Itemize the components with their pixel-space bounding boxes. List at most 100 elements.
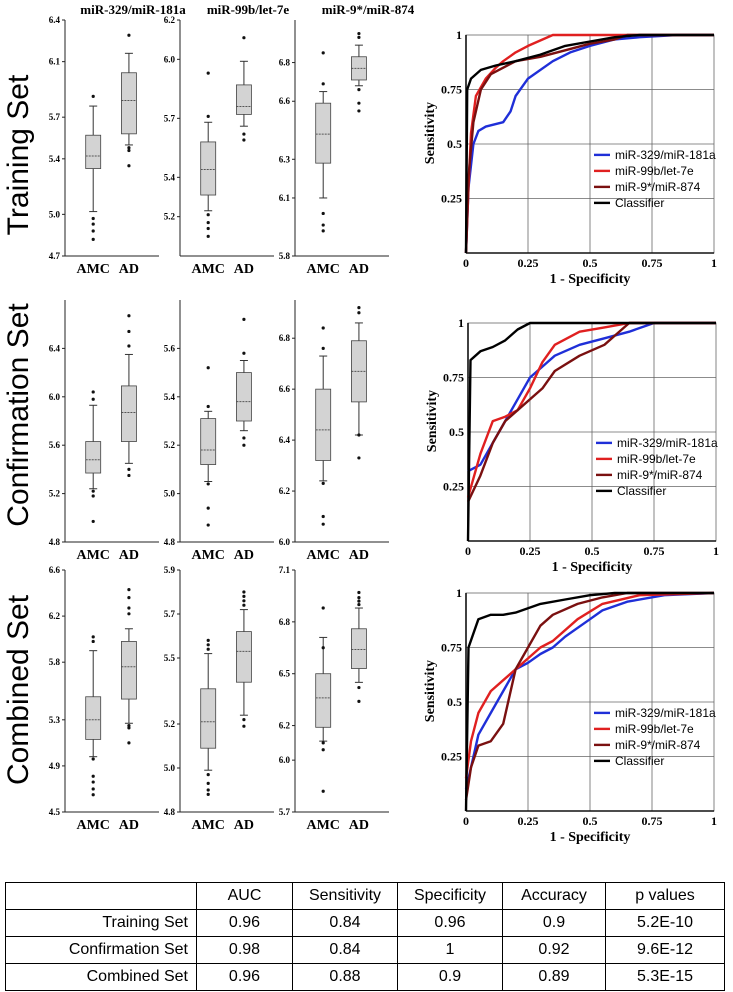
roc-panel: 0 0.25 0.5 0.75 1 0.25 0.5 0.75 1 1 - Specificity… bbox=[425, 316, 719, 575]
outlier-point bbox=[127, 33, 131, 37]
outlier-point bbox=[91, 635, 95, 639]
outlier-point bbox=[242, 724, 246, 728]
outlier-point bbox=[91, 229, 95, 233]
boxplot-tick-label: 4.8 bbox=[164, 537, 176, 547]
outlier-point bbox=[206, 788, 210, 792]
legend-label: miR-99b/let-7e bbox=[617, 452, 696, 466]
outlier-point bbox=[206, 506, 210, 510]
table-row-label: Combined Set bbox=[5, 963, 197, 991]
boxplot-tick-label: 4.7 bbox=[49, 251, 61, 261]
outlier-point bbox=[206, 226, 210, 231]
outlier-point bbox=[357, 602, 361, 607]
roc-y-tick-label: 0.25 bbox=[443, 480, 464, 494]
table-header-accuracy: Accuracy bbox=[502, 882, 606, 910]
outlier-point bbox=[357, 88, 361, 92]
outlier-point bbox=[321, 748, 325, 752]
table-row-label: Training Set bbox=[5, 909, 197, 937]
outlier-point bbox=[321, 211, 325, 216]
outlier-point bbox=[242, 594, 246, 599]
box-body bbox=[351, 628, 367, 669]
boxplot-panel: 5.6 5.4 5.2 5.0 4.8 AMC AD bbox=[164, 300, 274, 563]
outlier-point bbox=[321, 229, 325, 233]
column-title: miR-9*/miR-874 bbox=[322, 2, 415, 17]
category-label: AD bbox=[349, 262, 369, 277]
outlier-point bbox=[321, 522, 325, 526]
roc-series-line bbox=[464, 591, 714, 812]
table-cell-p-value: 5.2E-10 bbox=[605, 909, 725, 937]
roc-y-tick-label: 1 bbox=[456, 586, 462, 600]
boxplot-tick-label: 5.8 bbox=[279, 251, 291, 261]
category-label: AMC bbox=[306, 262, 339, 277]
boxplot-tick-label: 6.0 bbox=[279, 537, 291, 547]
table-header-sensitivity: Sensitivity bbox=[292, 882, 398, 910]
row-label: Training Set bbox=[2, 74, 35, 235]
box-body bbox=[121, 641, 137, 700]
table-cell-p-value: 5.3E-15 bbox=[605, 963, 725, 991]
outlier-point bbox=[127, 148, 131, 153]
table-cell-specificity: 0.96 bbox=[397, 909, 503, 937]
outlier-point bbox=[127, 329, 131, 334]
box-body bbox=[236, 631, 252, 683]
category-label: AMC bbox=[191, 548, 224, 563]
outlier-point bbox=[321, 82, 325, 86]
outlier-point bbox=[321, 741, 325, 745]
boxplot-tick-label: 5.0 bbox=[164, 489, 176, 499]
outlier-point bbox=[242, 132, 246, 136]
boxplot-tick-label: 6.2 bbox=[279, 486, 291, 496]
outlier-point bbox=[91, 222, 95, 226]
category-label: AMC bbox=[76, 548, 109, 563]
table-cell-accuracy: 0.9 bbox=[502, 909, 606, 937]
boxplot-tick-label: 5.3 bbox=[49, 715, 61, 725]
outlier-point bbox=[127, 164, 131, 168]
outlier-point bbox=[91, 793, 95, 797]
table-cell-sensitivity: 0.84 bbox=[292, 909, 398, 937]
boxplot-tick-label: 6.4 bbox=[49, 343, 61, 353]
roc-series-line bbox=[466, 321, 716, 503]
outlier-point bbox=[127, 741, 131, 745]
boxplot-panel: 6.6 6.2 5.8 5.3 4.9 4.5 AMC AD bbox=[49, 565, 159, 833]
outlier-point bbox=[321, 51, 325, 55]
roc-x-tick-label: 0 bbox=[463, 814, 469, 828]
outlier-point bbox=[206, 366, 210, 370]
boxplot-tick-label: 6.2 bbox=[49, 611, 61, 621]
outlier-point bbox=[91, 494, 95, 498]
outlier-point bbox=[321, 481, 325, 486]
outlier-point bbox=[321, 346, 325, 350]
boxplot-tick-label: 5.5 bbox=[164, 653, 176, 663]
column-title: miR-329/miR-181a bbox=[80, 2, 186, 17]
boxplot-tick-label: 5.2 bbox=[164, 719, 176, 729]
outlier-point bbox=[357, 101, 361, 105]
box-body bbox=[236, 84, 252, 115]
outlier-point bbox=[127, 606, 131, 610]
roc-series-line bbox=[464, 591, 715, 779]
outlier-point bbox=[91, 397, 95, 401]
boxplot-tick-label: 4.9 bbox=[49, 761, 61, 771]
table-cell-accuracy: 0.89 bbox=[502, 963, 606, 991]
outlier-point bbox=[127, 723, 131, 728]
table-header-specificity: Specificity bbox=[397, 882, 503, 910]
outlier-point bbox=[206, 773, 210, 777]
outlier-point bbox=[321, 606, 325, 610]
boxplot-tick-label: 6.3 bbox=[279, 154, 291, 164]
roc-y-axis-label: Sensitivity bbox=[423, 660, 438, 722]
outlier-point bbox=[206, 71, 210, 75]
outlier-point bbox=[127, 467, 131, 471]
outlier-point bbox=[127, 612, 131, 616]
table-cell-p-value: 9.6E-12 bbox=[605, 936, 725, 964]
roc-y-tick-label: 0.5 bbox=[449, 425, 464, 439]
roc-x-axis-label: 1 - Specificity bbox=[550, 830, 631, 845]
category-label: AD bbox=[349, 548, 369, 563]
table-cell-specificity: 1 bbox=[397, 936, 503, 964]
outlier-point bbox=[242, 351, 246, 355]
outlier-point bbox=[206, 234, 210, 238]
boxplot-tick-label: 5.7 bbox=[164, 113, 176, 123]
table-cell-auc: 0.96 bbox=[196, 963, 293, 991]
box-body bbox=[121, 385, 137, 442]
column-title: miR-99b/let-7e bbox=[207, 2, 290, 17]
boxplot-tick-label: 5.4 bbox=[49, 154, 61, 164]
boxplot-tick-label: 5.4 bbox=[164, 172, 176, 182]
boxplot-tick-label: 6.4 bbox=[49, 15, 61, 25]
boxplot-tick-label: 5.6 bbox=[49, 440, 61, 450]
